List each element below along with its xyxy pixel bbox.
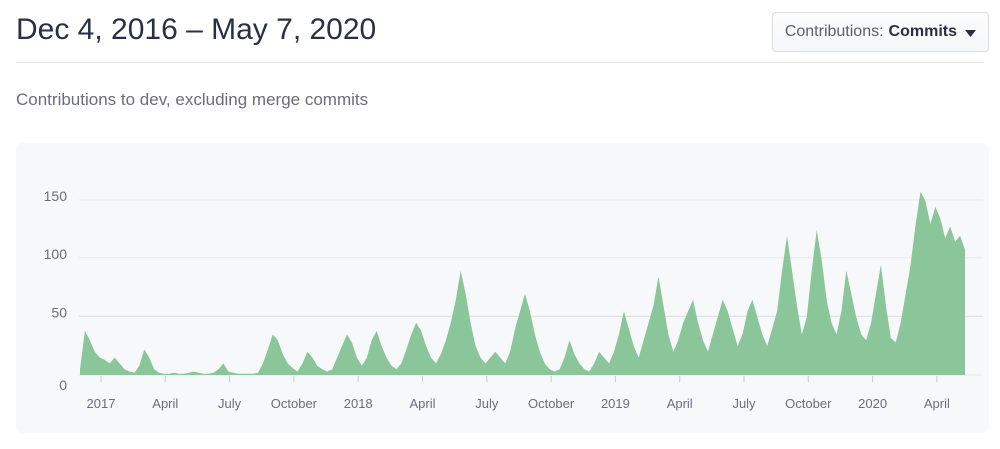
svg-text:July: July xyxy=(218,396,242,411)
svg-text:July: July xyxy=(475,396,499,411)
svg-text:2020: 2020 xyxy=(858,396,887,411)
svg-text:July: July xyxy=(732,396,756,411)
svg-text:0: 0 xyxy=(59,377,67,393)
svg-text:April: April xyxy=(152,396,178,411)
svg-text:2018: 2018 xyxy=(344,396,373,411)
svg-text:2019: 2019 xyxy=(601,396,630,411)
svg-text:October: October xyxy=(271,396,318,411)
svg-text:150: 150 xyxy=(44,188,68,204)
svg-text:October: October xyxy=(785,396,832,411)
svg-text:October: October xyxy=(528,396,575,411)
svg-text:2017: 2017 xyxy=(87,396,116,411)
svg-text:April: April xyxy=(924,396,950,411)
svg-text:100: 100 xyxy=(44,246,68,262)
svg-text:April: April xyxy=(409,396,435,411)
svg-text:April: April xyxy=(667,396,693,411)
svg-text:50: 50 xyxy=(51,305,67,321)
